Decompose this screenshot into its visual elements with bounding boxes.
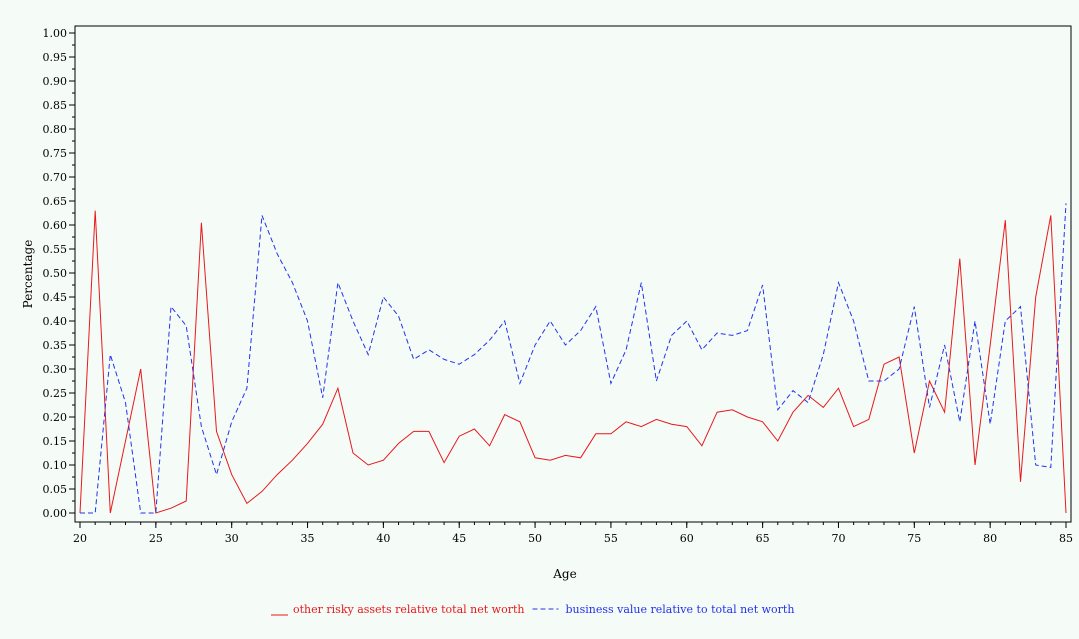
y-tick-label: 0.25 [43, 387, 68, 400]
x-tick-label: 80 [983, 532, 997, 545]
x-tick-label: 45 [452, 532, 466, 545]
legend-label-2: business value relative to total net wor… [565, 603, 794, 616]
y-tick-label: 0.40 [43, 315, 68, 328]
y-tick-label: 0.10 [43, 459, 68, 472]
y-tick-label: 0.35 [43, 339, 68, 352]
series-line-2 [80, 203, 1067, 514]
legend-label-1: other risky assets relative total net wo… [293, 603, 524, 616]
y-tick-label: 0.05 [43, 483, 68, 496]
legend: other risky assets relative total net wo… [271, 603, 794, 616]
y-tick-label: 0.70 [43, 171, 68, 184]
y-tick-label: 0.50 [43, 267, 68, 280]
y-tick-label: 0.65 [43, 195, 68, 208]
y-tick-label: 1.00 [43, 27, 68, 40]
y-tick-label: 0.55 [43, 243, 68, 256]
x-tick-label: 55 [604, 532, 618, 545]
x-tick-label: 85 [1059, 532, 1073, 545]
y-tick-label: 0.45 [43, 291, 68, 304]
y-tick-label: 0.30 [43, 363, 68, 376]
x-axis-label: Age [552, 567, 576, 581]
x-tick-label: 60 [680, 532, 694, 545]
series-layer [79, 203, 1067, 514]
x-tick-label: 75 [907, 532, 921, 545]
x-tick-label: 30 [225, 532, 239, 545]
y-tick-label: 0.75 [43, 147, 68, 160]
x-tick-label: 40 [376, 532, 390, 545]
x-tick-label: 65 [756, 532, 770, 545]
y-tick-label: 0.15 [43, 435, 68, 448]
plot-area [74, 25, 1072, 523]
y-tick-label: 0.85 [43, 99, 68, 112]
y-tick-label: 0.90 [43, 75, 68, 88]
x-axis: 20 25 30 35 40 45 50 55 60 65 70 75 80 85 [73, 522, 1073, 545]
y-tick-label: 0.80 [43, 123, 68, 136]
x-tick-label: 50 [528, 532, 542, 545]
y-tick-label: 0.20 [43, 411, 68, 424]
x-tick-label: 25 [149, 532, 163, 545]
y-axis: 0.00 0.05 0.10 0.15 0.20 0.25 0.30 0.35 0.40 0.45… [43, 27, 75, 520]
x-tick-label: 20 [73, 532, 87, 545]
y-tick-label: 0.95 [43, 51, 68, 64]
y-axis-label: Percentage [21, 240, 35, 309]
x-tick-label: 35 [301, 532, 315, 545]
y-tick-label: 0.60 [43, 219, 68, 232]
y-tick-label: 0.00 [43, 507, 68, 520]
series-line-1 [79, 210, 1067, 514]
x-tick-label: 70 [831, 532, 845, 545]
